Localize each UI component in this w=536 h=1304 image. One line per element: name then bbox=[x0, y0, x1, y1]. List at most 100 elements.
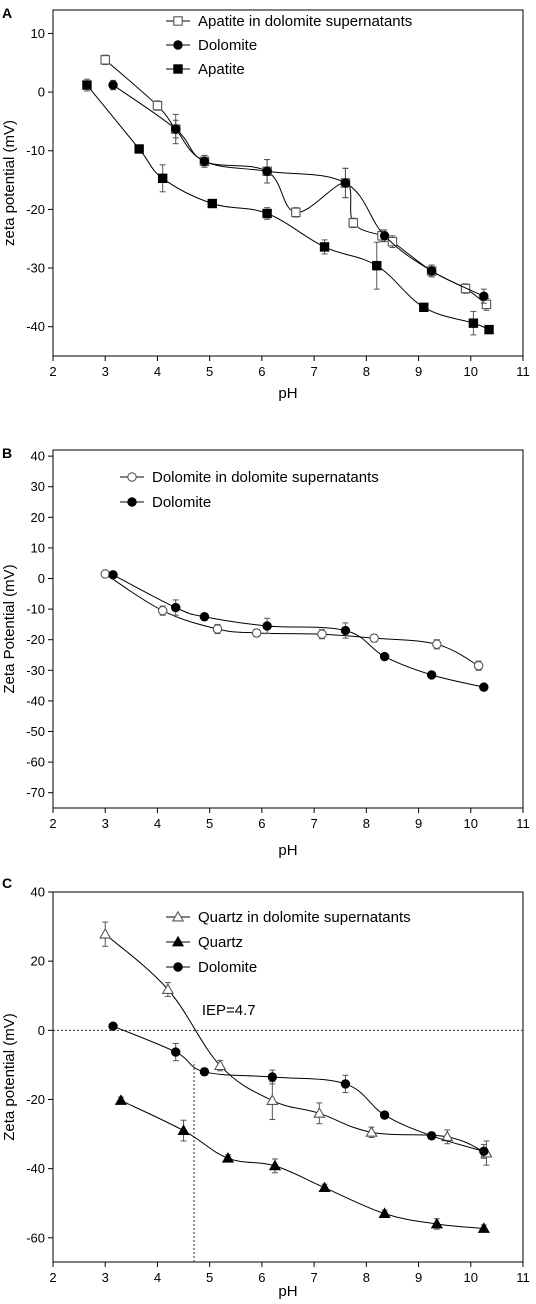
y-tick-label: 0 bbox=[38, 571, 45, 586]
data-point bbox=[378, 1207, 391, 1218]
data-point bbox=[477, 1222, 490, 1233]
series-2 bbox=[108, 570, 489, 692]
data-point bbox=[108, 1021, 118, 1031]
data-point bbox=[157, 173, 168, 184]
data-point bbox=[317, 629, 327, 639]
x-tick-label: 4 bbox=[154, 1270, 161, 1285]
legend-marker bbox=[127, 472, 137, 482]
iep-annotation: IEP=4.7 bbox=[202, 1002, 256, 1019]
legend-label: Dolomite bbox=[198, 959, 257, 976]
y-tick-label: -50 bbox=[26, 724, 45, 739]
data-point bbox=[419, 302, 429, 313]
x-tick-label: 2 bbox=[49, 816, 56, 831]
y-axis-title: Zeta Potential (mV) bbox=[1, 564, 18, 693]
data-point bbox=[99, 927, 112, 939]
x-tick-label: 11 bbox=[516, 364, 530, 379]
data-point bbox=[379, 651, 390, 662]
panel-c: C 2 3 4 5 6 7 8 9 10 11 40 20 0 -20 -40 -60 pH Zeta potent… bbox=[1, 875, 530, 1300]
data-point bbox=[171, 1047, 181, 1057]
data-point bbox=[387, 236, 398, 247]
data-point bbox=[481, 299, 492, 310]
x-tick-label: 5 bbox=[206, 1270, 213, 1285]
data-point bbox=[212, 624, 223, 634]
series-line bbox=[112, 84, 485, 297]
y-tick-label: -40 bbox=[26, 1161, 45, 1176]
x-tick-label: 10 bbox=[464, 816, 478, 831]
y-tick-label: -60 bbox=[26, 755, 45, 770]
x-axis-title: pH bbox=[278, 1283, 297, 1300]
y-tick-label: -30 bbox=[26, 663, 45, 678]
y-tick-label: -10 bbox=[26, 143, 45, 158]
legend-marker bbox=[173, 16, 183, 26]
y-tick-label: 0 bbox=[38, 85, 45, 100]
data-point bbox=[313, 1106, 326, 1118]
data-point bbox=[100, 55, 110, 65]
panel-label: A bbox=[2, 5, 12, 21]
plot-frame bbox=[52, 449, 524, 809]
data-point bbox=[266, 1094, 279, 1105]
data-point bbox=[108, 570, 118, 580]
legend-label: Dolomite bbox=[198, 37, 257, 54]
legend-label: Apatite in dolomite supernatants bbox=[198, 13, 412, 30]
data-point bbox=[114, 1094, 127, 1105]
x-tick-label: 3 bbox=[102, 816, 109, 831]
y-axis-title: zeta potential (mV) bbox=[1, 120, 18, 246]
y-tick-label: 40 bbox=[31, 885, 45, 900]
x-tick-label: 10 bbox=[464, 364, 478, 379]
data-point bbox=[372, 260, 382, 271]
y-tick-label: -20 bbox=[26, 632, 45, 647]
data-point bbox=[108, 80, 118, 90]
x-tick-label: 9 bbox=[415, 364, 422, 379]
x-tick-label: 4 bbox=[154, 816, 161, 831]
y-tick-label: 10 bbox=[31, 26, 45, 41]
legend-marker bbox=[173, 40, 183, 50]
x-tick-label: 8 bbox=[363, 364, 370, 379]
data-point bbox=[319, 242, 330, 252]
data-point bbox=[340, 178, 351, 188]
x-tick-label: 7 bbox=[310, 816, 317, 831]
x-tick-label: 7 bbox=[310, 1270, 317, 1285]
data-point bbox=[262, 166, 272, 176]
panel-label: C bbox=[2, 875, 12, 891]
data-point bbox=[340, 1079, 351, 1089]
series-3 bbox=[82, 78, 494, 336]
panel-b: B 2 3 4 5 6 7 8 9 10 11 40 30 20 10 0 -10 -20 -30 -40 -50 -60… bbox=[1, 445, 530, 859]
plot-frame bbox=[52, 9, 524, 357]
y-axis-title: Zeta potential (mV) bbox=[1, 1013, 18, 1141]
x-tick-label: 2 bbox=[49, 364, 56, 379]
data-point bbox=[262, 621, 272, 631]
legend-marker bbox=[173, 64, 183, 74]
y-tick-label: -20 bbox=[26, 1092, 45, 1107]
x-tick-label: 5 bbox=[206, 364, 213, 379]
y-tick-label: 30 bbox=[31, 479, 45, 494]
data-point bbox=[221, 1152, 235, 1163]
series-2 bbox=[108, 79, 489, 304]
data-point bbox=[213, 1059, 227, 1071]
legend-label: Quartz bbox=[198, 934, 243, 951]
x-tick-label: 6 bbox=[258, 1270, 265, 1285]
x-tick-label: 3 bbox=[102, 1270, 109, 1285]
x-tick-label: 6 bbox=[258, 364, 265, 379]
x-tick-label: 11 bbox=[516, 816, 530, 831]
data-point bbox=[177, 1124, 190, 1135]
data-point bbox=[484, 324, 494, 335]
y-tick-label: -20 bbox=[26, 202, 45, 217]
panel-a: A 2 3 4 5 6 7 8 9 10 11 10 0 -10 -20 -30 -40 pH zeta poten… bbox=[1, 5, 530, 402]
data-point bbox=[479, 682, 489, 692]
data-point bbox=[199, 1067, 210, 1077]
data-point bbox=[291, 207, 301, 218]
data-point bbox=[262, 208, 272, 219]
y-tick-label: 40 bbox=[31, 449, 45, 464]
series-1 bbox=[100, 569, 484, 671]
data-point bbox=[426, 670, 437, 680]
x-axis-title: pH bbox=[278, 385, 297, 402]
data-point bbox=[157, 605, 168, 616]
series-line bbox=[104, 573, 479, 667]
data-point bbox=[379, 231, 390, 241]
data-point bbox=[369, 633, 379, 643]
data-point bbox=[348, 218, 359, 228]
legend-marker bbox=[127, 497, 137, 507]
y-tick-label: -10 bbox=[26, 602, 45, 617]
panel-label: B bbox=[2, 445, 12, 461]
data-point bbox=[473, 660, 484, 671]
